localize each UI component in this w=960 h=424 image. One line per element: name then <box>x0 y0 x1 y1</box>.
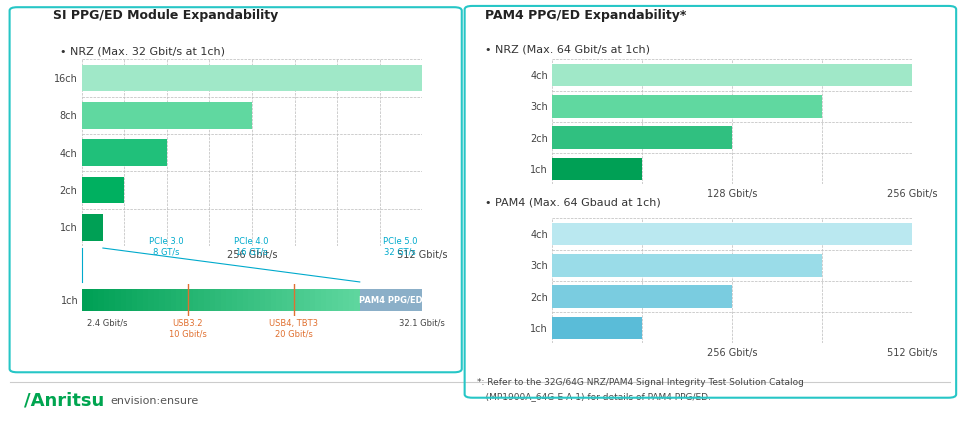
Bar <box>304 288 310 311</box>
Bar <box>177 288 181 311</box>
Bar <box>315 288 321 311</box>
Text: (MP1900A_64G-E-A-1) for details of PAM4 PPG/ED.: (MP1900A_64G-E-A-1) for details of PAM4 … <box>477 392 711 401</box>
Text: SI PPG/ED Module Expandability: SI PPG/ED Module Expandability <box>53 9 278 22</box>
Bar <box>82 214 103 241</box>
Bar <box>82 139 167 166</box>
Bar <box>360 288 422 311</box>
Bar <box>143 288 149 311</box>
Bar <box>287 288 293 311</box>
Bar <box>552 64 912 86</box>
Bar <box>82 102 252 129</box>
Bar <box>227 288 231 311</box>
Bar <box>254 288 259 311</box>
Bar <box>132 288 137 311</box>
Text: *: Refer to the 32G/64G NRZ/PAM4 Signal Integrity Test Solution Catalog: *: Refer to the 32G/64G NRZ/PAM4 Signal … <box>477 378 804 387</box>
Bar <box>271 288 276 311</box>
Bar <box>332 288 338 311</box>
Text: • PAM4 (Max. 64 Gbaud at 1ch): • PAM4 (Max. 64 Gbaud at 1ch) <box>485 197 660 207</box>
Bar <box>181 288 187 311</box>
Bar <box>149 288 154 311</box>
Bar <box>82 64 422 92</box>
Text: PAM4 PPG/ED: PAM4 PPG/ED <box>359 296 423 304</box>
Text: • NRZ (Max. 64 Gbit/s at 1ch): • NRZ (Max. 64 Gbit/s at 1ch) <box>485 45 650 55</box>
Bar <box>165 288 171 311</box>
Bar <box>221 288 227 311</box>
Bar <box>237 288 243 311</box>
Bar <box>243 288 249 311</box>
Text: envision:ensure: envision:ensure <box>110 396 199 406</box>
Bar <box>299 288 304 311</box>
Bar <box>193 288 199 311</box>
Bar <box>293 288 299 311</box>
Bar <box>338 288 343 311</box>
Bar <box>187 288 193 311</box>
Bar <box>552 223 912 245</box>
Bar <box>343 288 348 311</box>
Bar <box>552 126 732 149</box>
Bar <box>321 288 326 311</box>
Bar <box>282 288 287 311</box>
Bar <box>276 288 282 311</box>
Bar <box>249 288 254 311</box>
Bar <box>354 288 360 311</box>
Bar <box>199 288 204 311</box>
Bar <box>159 288 165 311</box>
Bar <box>326 288 332 311</box>
Bar <box>209 288 215 311</box>
Bar <box>348 288 354 311</box>
Bar <box>137 288 143 311</box>
Bar <box>552 95 822 117</box>
Text: PCIe 3.0
8 GT/s: PCIe 3.0 8 GT/s <box>149 237 184 257</box>
Bar <box>265 288 271 311</box>
Bar <box>552 254 822 276</box>
Bar <box>259 288 265 311</box>
Bar <box>104 288 109 311</box>
Bar <box>82 176 124 204</box>
Bar <box>115 288 121 311</box>
Bar <box>231 288 237 311</box>
Bar <box>552 285 732 308</box>
Bar <box>204 288 209 311</box>
Text: • NRZ (Max. 32 Gbit/s at 1ch): • NRZ (Max. 32 Gbit/s at 1ch) <box>60 47 225 57</box>
Bar <box>215 288 221 311</box>
Bar <box>98 288 104 311</box>
Bar <box>121 288 126 311</box>
Bar <box>171 288 177 311</box>
Bar <box>552 317 642 339</box>
Bar <box>552 158 642 180</box>
Bar <box>126 288 132 311</box>
Text: PCIe 5.0
32 GT/s: PCIe 5.0 32 GT/s <box>383 237 418 257</box>
Text: PAM4 PPG/ED Expandability*: PAM4 PPG/ED Expandability* <box>485 9 686 22</box>
Text: /Anritsu: /Anritsu <box>24 392 105 410</box>
Bar <box>82 288 87 311</box>
Bar <box>87 288 93 311</box>
Bar <box>310 288 315 311</box>
Bar <box>109 288 115 311</box>
Text: PCIe 4.0
16 GT/s: PCIe 4.0 16 GT/s <box>234 237 269 257</box>
Bar <box>93 288 98 311</box>
Bar <box>154 288 159 311</box>
